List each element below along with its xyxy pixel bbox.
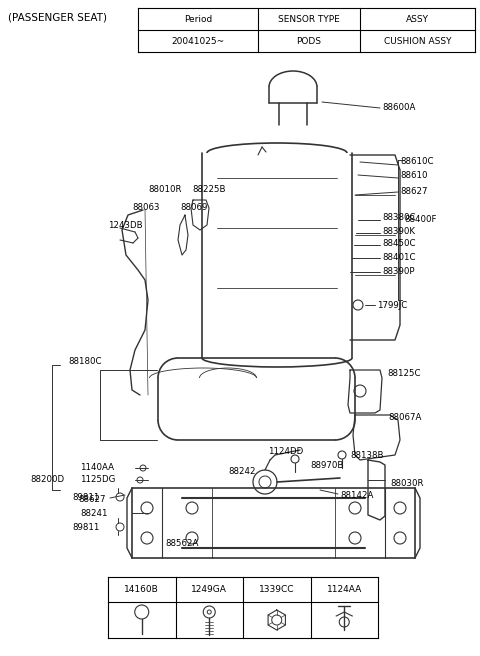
Text: 88180C: 88180C xyxy=(68,358,101,367)
Text: 1339CC: 1339CC xyxy=(259,585,295,594)
Text: 88450C: 88450C xyxy=(382,239,416,249)
Text: 20041025~: 20041025~ xyxy=(171,37,225,45)
Text: 88627: 88627 xyxy=(400,186,428,195)
Text: 88562A: 88562A xyxy=(165,539,198,548)
Text: 88610: 88610 xyxy=(400,171,428,180)
Text: Period: Period xyxy=(184,14,212,24)
Text: 88390P: 88390P xyxy=(382,266,415,276)
Text: 1124AA: 1124AA xyxy=(326,585,362,594)
Text: 88401C: 88401C xyxy=(382,253,416,262)
Text: 88627: 88627 xyxy=(78,495,106,504)
Text: 88138B: 88138B xyxy=(350,451,384,459)
Text: 1125DG: 1125DG xyxy=(80,476,115,485)
Text: 88125C: 88125C xyxy=(387,369,420,377)
Text: 88241: 88241 xyxy=(80,508,108,518)
Text: 88067A: 88067A xyxy=(388,413,421,422)
Text: 89811: 89811 xyxy=(72,493,99,501)
Text: 88030R: 88030R xyxy=(390,478,423,487)
Text: 89811: 89811 xyxy=(72,522,99,531)
Text: ASSY: ASSY xyxy=(406,14,429,24)
Text: 88380C: 88380C xyxy=(382,213,416,222)
Text: CUSHION ASSY: CUSHION ASSY xyxy=(384,37,451,45)
Text: 88600A: 88600A xyxy=(382,104,415,112)
Text: 14160B: 14160B xyxy=(124,585,159,594)
Text: 88142A: 88142A xyxy=(340,491,373,499)
Text: 88063: 88063 xyxy=(132,203,159,211)
Text: 88069: 88069 xyxy=(180,203,207,211)
Text: SENSOR TYPE: SENSOR TYPE xyxy=(278,14,340,24)
Text: 88010R: 88010R xyxy=(148,186,181,194)
Text: PODS: PODS xyxy=(297,37,322,45)
Text: 1799JC: 1799JC xyxy=(377,300,407,310)
Text: 88225B: 88225B xyxy=(192,186,226,194)
Text: (PASSENGER SEAT): (PASSENGER SEAT) xyxy=(8,13,107,23)
Text: 1243DB: 1243DB xyxy=(108,220,143,230)
Text: 88390K: 88390K xyxy=(382,226,415,236)
Text: 1140AA: 1140AA xyxy=(80,464,114,472)
Text: 1124DD: 1124DD xyxy=(268,447,303,457)
Text: 88970B: 88970B xyxy=(310,462,343,470)
Text: 88200D: 88200D xyxy=(30,476,64,485)
Text: 88400F: 88400F xyxy=(404,216,436,224)
Text: 88242: 88242 xyxy=(228,468,255,476)
Text: 1249GA: 1249GA xyxy=(192,585,227,594)
Text: 88610C: 88610C xyxy=(400,157,433,167)
